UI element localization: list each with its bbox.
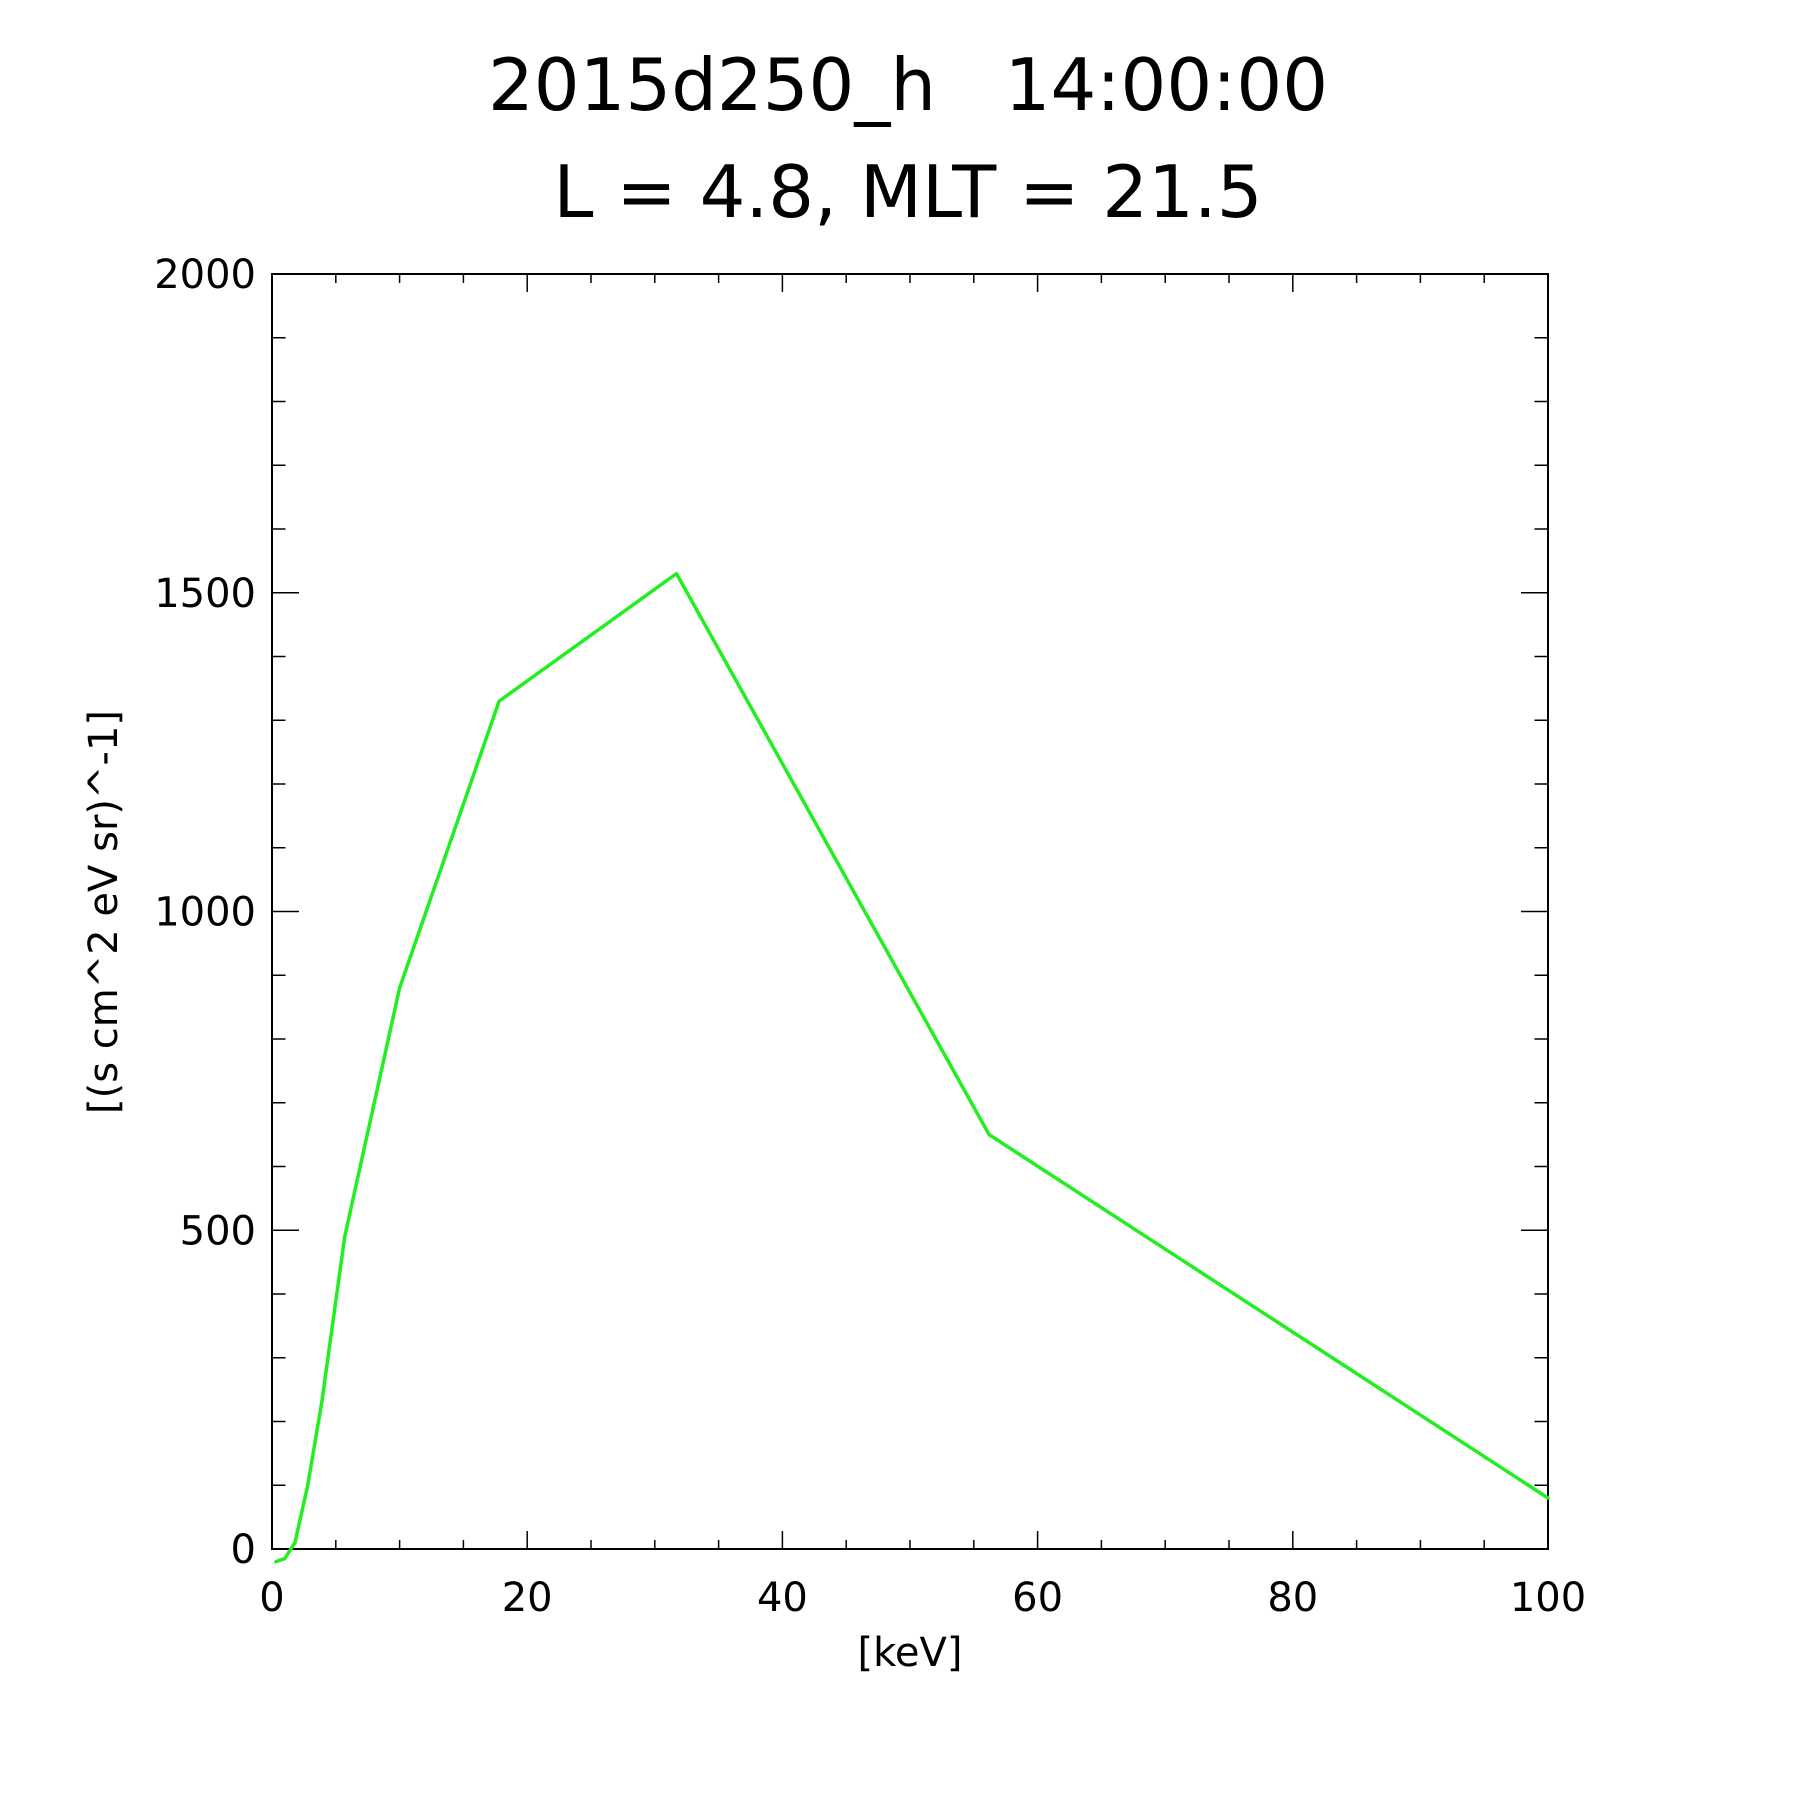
x-tick-label: 80 (1267, 1575, 1318, 1621)
y-axis-tick-labels: 0 500 1000 1500 2000 (154, 252, 256, 1573)
x-tick-label: 20 (502, 1575, 553, 1621)
y-tick-label: 1000 (154, 890, 256, 936)
y-axis-label: [(s cm^2 eV sr)^-1] (81, 710, 127, 1114)
y-axis-ticks (272, 273, 1548, 1550)
series-line (274, 571, 1550, 1564)
x-tick-label: 60 (1012, 1575, 1063, 1621)
x-axis-label: [keV] (858, 1630, 963, 1676)
x-tick-label: 0 (259, 1575, 284, 1621)
y-tick-label: 1500 (154, 571, 256, 617)
chart-subtitle: L = 4.8, MLT = 21.5 (553, 150, 1262, 234)
plot-frame (271, 273, 1549, 1550)
y-tick-label: 2000 (154, 252, 256, 298)
x-tick-label: 100 (1510, 1575, 1586, 1621)
x-axis-tick-labels: 0 20 40 60 80 100 (259, 1575, 1586, 1621)
chart-title: 2015d250_h 14:00:00 (488, 43, 1328, 127)
x-axis-ticks (271, 274, 1549, 1549)
y-tick-label: 0 (231, 1527, 256, 1573)
series-layer (274, 571, 1550, 1564)
x-tick-label: 40 (757, 1575, 808, 1621)
y-tick-label: 500 (180, 1208, 256, 1254)
